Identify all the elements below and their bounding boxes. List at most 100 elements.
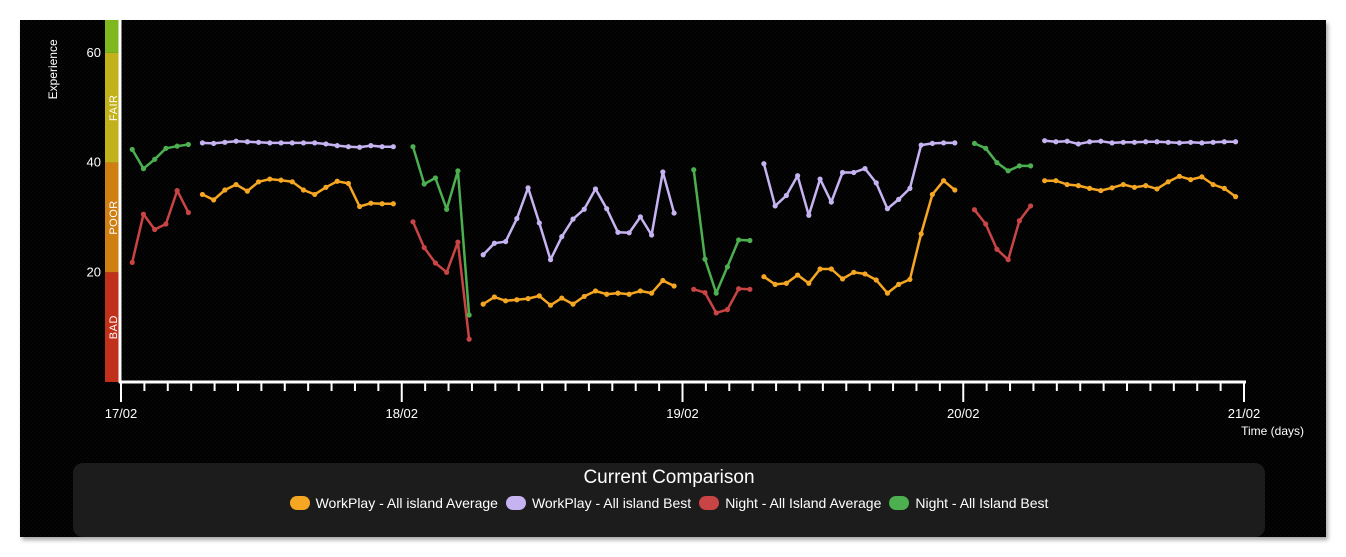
data-point [390,144,396,150]
data-point [1221,139,1227,145]
chart-panel: BAD POOR FAIR 20 40 60 17/02 18/02 19/02 20/02 21… [20,20,1326,537]
data-point [971,140,978,147]
data-point [1005,257,1011,263]
data-point [660,169,666,175]
data-point [491,240,497,246]
data-point [1210,181,1216,188]
data-point [747,237,753,244]
data-point [994,160,1000,166]
series-line [1044,139,1236,146]
data-point [1028,163,1034,169]
data-point [432,260,439,266]
y-tick-label: 20 [87,264,101,279]
data-point [570,216,576,222]
data-point [795,173,801,179]
data-point [323,141,329,147]
data-point [244,139,250,145]
line-chart: BAD POOR FAIR 20 40 60 17/02 18/02 19/02 20/02 21… [46,20,1304,438]
data-point [1016,163,1023,169]
data-point [1053,139,1059,145]
data-point [233,181,239,188]
data-point [312,191,318,198]
series-line [411,221,471,340]
data-point [444,269,450,275]
data-point [1143,139,1149,145]
data-point [983,145,989,151]
data-point [918,142,924,148]
data-point [163,145,169,151]
data-point [851,169,857,176]
data-point [211,140,217,147]
data-point [199,140,206,146]
data-point [140,211,147,217]
legend-items: WorkPlay - All island Average WorkPlay -… [73,495,1265,511]
data-point [267,140,273,146]
data-point [873,277,879,283]
data-point [368,200,374,206]
series-line [411,146,471,316]
series-line [692,169,750,295]
data-point [525,296,531,302]
legend-swatch [505,496,526,510]
data-point [480,252,486,258]
data-point [300,187,307,193]
data-point [795,272,801,278]
data-point [592,288,599,294]
legend-label: WorkPlay - All island Average [315,495,498,511]
legend-label: WorkPlay - All island Best [531,495,692,511]
data-point [806,280,812,286]
data-point [724,307,731,313]
series-line [482,170,676,261]
band-fair [105,52,121,163]
data-point [345,144,352,150]
data-point [1131,139,1138,145]
data-point [163,221,169,227]
data-point [783,280,789,286]
data-point [222,187,228,193]
legend-item-workplay-best[interactable]: WorkPlay - All island Best [505,495,692,511]
data-point [174,187,180,194]
series-line [482,279,675,307]
data-point [772,203,778,209]
data-point [152,156,158,162]
data-point [929,191,935,198]
data-point [736,237,742,243]
data-point [851,269,857,275]
data-point [410,219,416,225]
data-point [174,143,180,149]
data-point [466,312,472,318]
data-point [1176,140,1183,146]
data-point [1086,139,1093,145]
data-point [1053,178,1059,184]
data-point [536,293,542,299]
data-point [129,146,135,153]
data-point [1109,185,1115,191]
data-point [952,140,958,146]
data-point [1086,185,1093,191]
x-tick-label: 18/02 [385,406,418,421]
data-point [862,271,868,277]
data-point [466,336,472,342]
data-point [1016,218,1023,224]
data-point [907,185,913,191]
x-tick-label: 17/02 [105,406,138,421]
legend-item-workplay-average[interactable]: WorkPlay - All island Average [289,495,498,511]
data-point [1075,141,1081,147]
data-point [806,212,812,218]
band-label: FAIR [108,95,120,121]
series-line [202,139,394,149]
data-point [289,140,295,146]
data-point [1176,173,1183,179]
data-point [1005,168,1011,174]
data-point [334,143,340,149]
data-point [491,294,497,300]
data-point [660,277,666,284]
series-line [763,179,956,295]
data-point [817,266,823,272]
data-point [929,140,935,147]
series-3 [129,140,1034,318]
data-point [828,199,834,205]
legend-item-night-average[interactable]: Night - All Island Average [699,495,881,511]
data-point [345,180,352,187]
legend-item-night-best[interactable]: Night - All Island Best [889,495,1048,511]
